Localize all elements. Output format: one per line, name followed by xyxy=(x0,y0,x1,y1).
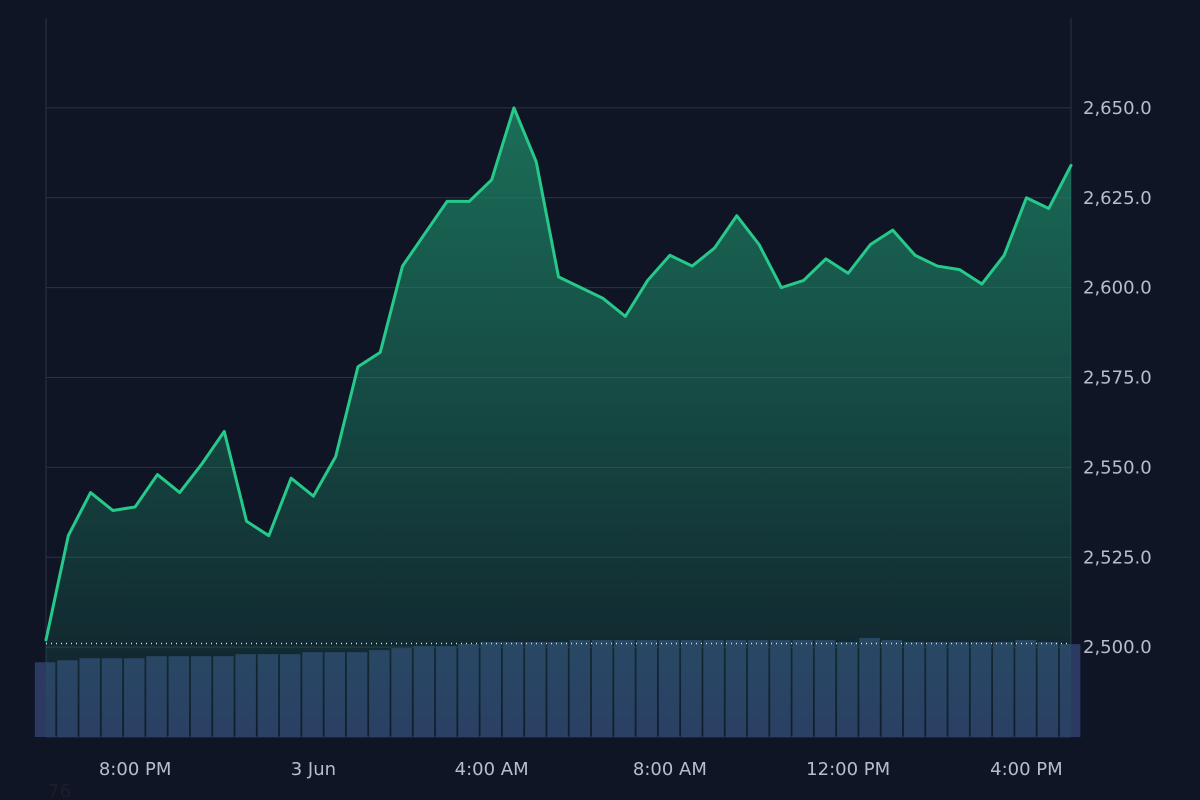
y-tick-label: 2,525.0 xyxy=(1083,547,1152,568)
x-tick-label: 12:00 PM xyxy=(806,759,890,780)
price-area xyxy=(46,107,1071,737)
y-tick-label: 2,575.0 xyxy=(1083,368,1152,389)
price-line xyxy=(44,106,1073,642)
footer-label: 76 xyxy=(48,781,71,800)
y-tick-label: 2,500.0 xyxy=(1083,637,1152,658)
x-tick-label: 4:00 PM xyxy=(990,759,1063,780)
y-tick-label: 2,625.0 xyxy=(1083,188,1152,209)
y-tick-label: 2,650.0 xyxy=(1083,98,1152,119)
x-tick-label: 8:00 AM xyxy=(633,759,707,780)
y-tick-label: 2,600.0 xyxy=(1083,278,1152,299)
x-tick-label: 3 Jun xyxy=(291,759,336,780)
x-tick-label: 4:00 AM xyxy=(455,759,529,780)
y-tick-label: 2,550.0 xyxy=(1083,457,1152,478)
x-tick-label: 8:00 PM xyxy=(99,759,172,780)
